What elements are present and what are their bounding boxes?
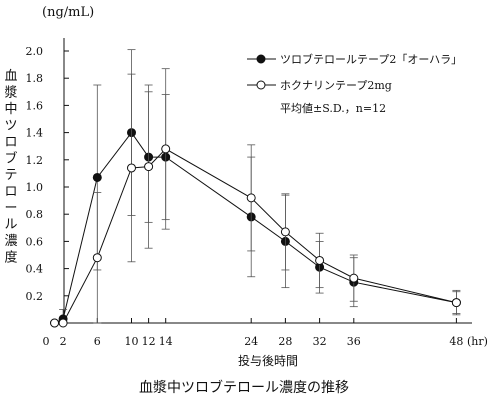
x-tick-label: 10 [125,335,139,348]
x-axis-title: 投与後時間 [238,353,298,368]
legend-label-1: ツロブテロールテープ2「オーハラ」 [280,52,462,66]
data-point [58,318,68,328]
x-tick-label: 6 [94,335,101,348]
data-point [144,162,154,172]
data-point [246,193,256,203]
y-tick-label: 0.4 [26,263,44,276]
y-tick-label: 1.4 [26,127,44,140]
x-tick-label: 24 [244,335,258,348]
y-tick-label: 0.6 [26,235,44,248]
x-tick-label: 0 [43,335,50,348]
data-point [92,253,102,263]
x-tick-label: 48 [449,335,463,348]
legend: ツロブテロールテープ2「オーハラ」 ホクナリンテープ2mg 平均値±S.D.，n… [247,52,462,115]
data-point [349,273,359,283]
y-tick-label: 1.2 [26,154,44,167]
series-2 [50,68,461,328]
data-point [50,318,60,328]
series-layer [50,49,461,328]
x-tick-label: 12 [142,335,156,348]
x-unit-label: (hr) [467,335,488,348]
y-tick-label: 1.6 [26,99,44,112]
data-point [315,255,325,265]
y-tick-label: 1.0 [26,181,44,194]
legend-label-2: ホクナリンテープ2mg [280,79,392,92]
series-line [54,131,457,324]
series-1 [50,49,461,328]
y-ticks: 0.2 0.4 0.6 0.8 1.0 1.2 1.4 1.6 1.8 2.0 [26,45,69,303]
x-tick-label: 14 [159,335,173,348]
legend-marker-filled [256,54,266,64]
legend-marker-open [256,80,266,90]
data-point [280,227,290,237]
data-point [92,172,102,182]
stat-note: 平均値±S.D.，n=12 [280,102,386,115]
x-tick-label: 2 [60,335,67,348]
y-unit-label: (ng/mL) [42,5,94,20]
x-tick-label: 32 [313,335,327,348]
y-tick-label: 0.8 [26,208,44,221]
y-axis-title: 血漿中ツロブテロール濃度 [4,69,17,266]
x-tick-label: 28 [278,335,292,348]
data-point [161,144,171,154]
data-point [127,163,136,173]
y-tick-label: 2.0 [26,45,44,58]
y-tick-label: 1.8 [26,72,44,85]
series-line [54,148,457,324]
y-tick-label: 0.2 [26,290,44,303]
chart-title: 血漿中ツロブテロール濃度の推移 [139,379,349,396]
x-tick-label: 36 [347,335,361,348]
data-point [451,298,461,308]
